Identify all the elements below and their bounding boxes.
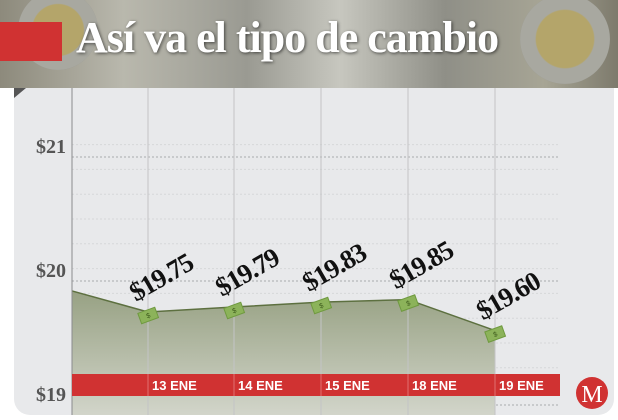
logo-letter: M [581,382,602,408]
y-tick-label: $21 [36,136,66,158]
page-title: Así va el tipo de cambio [76,13,499,62]
dollar-bill-icon: $ [397,294,420,312]
data-label: $19.60 [471,265,546,325]
dollar-bill-icon: $ [137,306,160,325]
dollar-bill-icon: $ [484,325,507,343]
bill-symbol: $ [405,300,411,308]
bill-symbol: $ [492,331,498,339]
dollar-bill-icon: $ [223,301,246,320]
bill-symbol: $ [145,312,151,320]
bill-rect [310,296,333,315]
x-tick-label: 14 ENE [238,378,283,393]
x-tick-label: 15 ENE [325,378,370,393]
data-label: $19.75 [124,247,199,307]
x-tick-label: 13 ENE [152,378,197,393]
bill-rect [397,294,420,312]
bill-rect [484,325,507,343]
bill-symbol: $ [318,303,324,311]
bill-rect [137,306,160,325]
milenio-logo [576,377,608,409]
y-tick-label: $20 [36,260,66,282]
area-fill [72,290,495,415]
series-line [71,290,496,332]
data-label: $19.83 [297,237,372,297]
header-banner: Así va el tipo de cambio [0,0,618,88]
bill-symbol: $ [231,307,237,315]
bill-rect [223,301,246,320]
date-band [72,374,560,396]
y-tick-label: $19 [36,384,66,406]
corner-mark [14,88,26,98]
dollar-bill-icon: $ [310,296,333,315]
coin-image [520,0,610,84]
title-accent [0,22,62,61]
x-tick-label: 18 ENE [412,378,457,393]
x-tick-label: 19 ENE [499,378,544,393]
